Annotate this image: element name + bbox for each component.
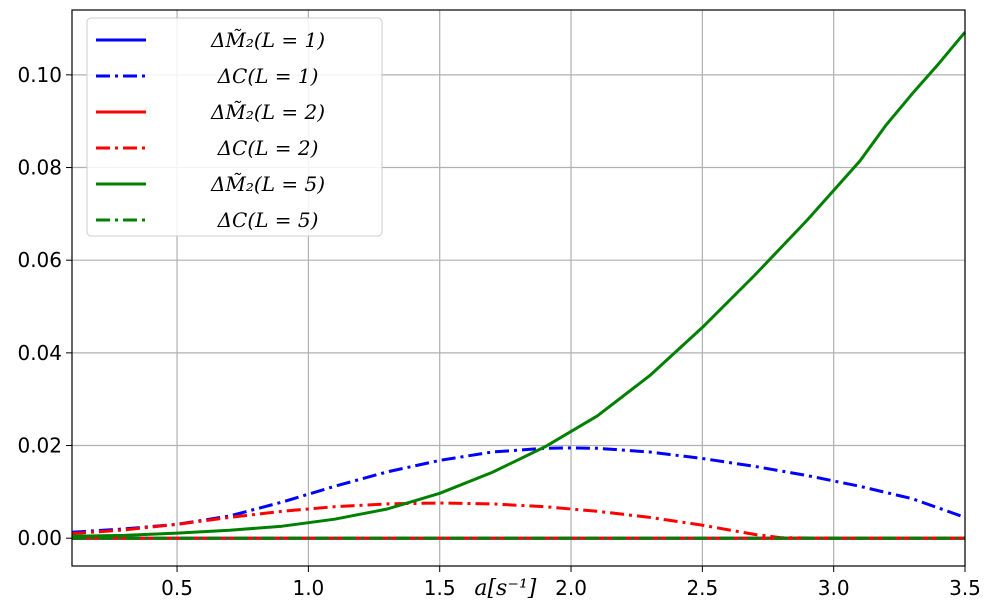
legend-label: ΔM̃₂(L = 2) [210, 100, 325, 124]
y-tick-label: 0.00 [17, 526, 62, 550]
legend-label: ΔM̃₂(L = 5) [210, 172, 325, 196]
x-tick-label: 2.0 [555, 576, 587, 600]
legend-label: ΔM̃₂(L = 1) [210, 28, 325, 52]
y-tick-label: 0.06 [17, 248, 62, 272]
x-tick-label: 1.5 [424, 576, 456, 600]
legend-label: ΔC(L = 2) [217, 136, 319, 160]
series-lines [71, 31, 967, 540]
y-axis: 0.00 0.02 0.04 0.06 0.08 0.10 [17, 63, 72, 550]
legend-box [86, 17, 383, 237]
legend: ΔM̃₂(L = 1) ΔC(L = 1) ΔM̃₂(L = 2) ΔC(L = 2)… [86, 17, 383, 237]
legend-label: ΔC(L = 5) [217, 208, 319, 232]
plot-frame [71, 9, 966, 567]
x-tick-label: 3.5 [949, 576, 981, 600]
y-tick-label: 0.08 [17, 156, 62, 180]
y-tick-label: 0.02 [17, 434, 62, 458]
y-tick-label: 0.04 [17, 341, 62, 365]
y-tick-label: 0.10 [17, 63, 62, 87]
x-tick-label: 2.5 [686, 576, 718, 600]
x-axis-label: a[s⁻¹] [474, 576, 536, 601]
x-axis: 0.5 1.0 1.5 2.0 2.5 3.0 3.5 [161, 566, 981, 600]
x-tick-label: 1.0 [292, 576, 324, 600]
x-tick-label: 3.0 [818, 576, 850, 600]
legend-label: ΔC(L = 1) [217, 64, 319, 88]
x-tick-label: 0.5 [161, 576, 193, 600]
series-line-5 [71, 31, 967, 538]
